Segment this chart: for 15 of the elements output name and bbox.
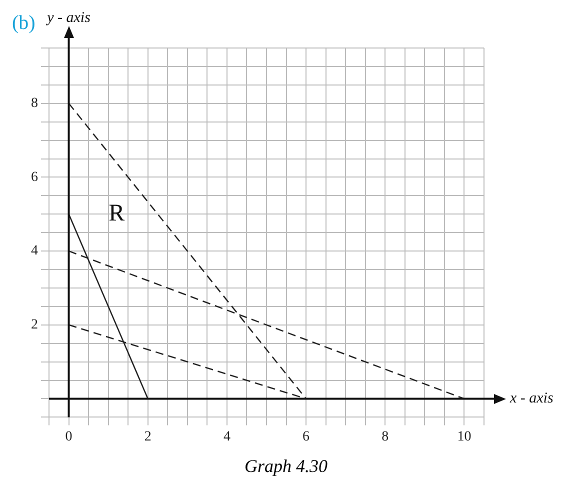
x-tick-label: 6	[302, 429, 310, 444]
caption: Graph 4.30	[243, 456, 328, 477]
x-tick-label: 10	[457, 429, 472, 444]
annotation: R	[108, 200, 125, 226]
x-tick-label: 2	[144, 429, 152, 444]
y-tick-label: 6	[31, 170, 38, 185]
x-tick-label: 0	[65, 429, 72, 444]
x-tick-label: 8	[382, 429, 389, 444]
y-axis-title: y - axis	[45, 10, 91, 26]
y-tick-label: 2	[31, 318, 38, 333]
y-tick-label: 4	[31, 244, 38, 259]
chart-title: (b)	[12, 12, 36, 35]
x-axis-title: x - axis	[509, 390, 554, 407]
y-tick-label: 8	[31, 96, 38, 112]
x-tick-label: 4	[223, 429, 230, 444]
